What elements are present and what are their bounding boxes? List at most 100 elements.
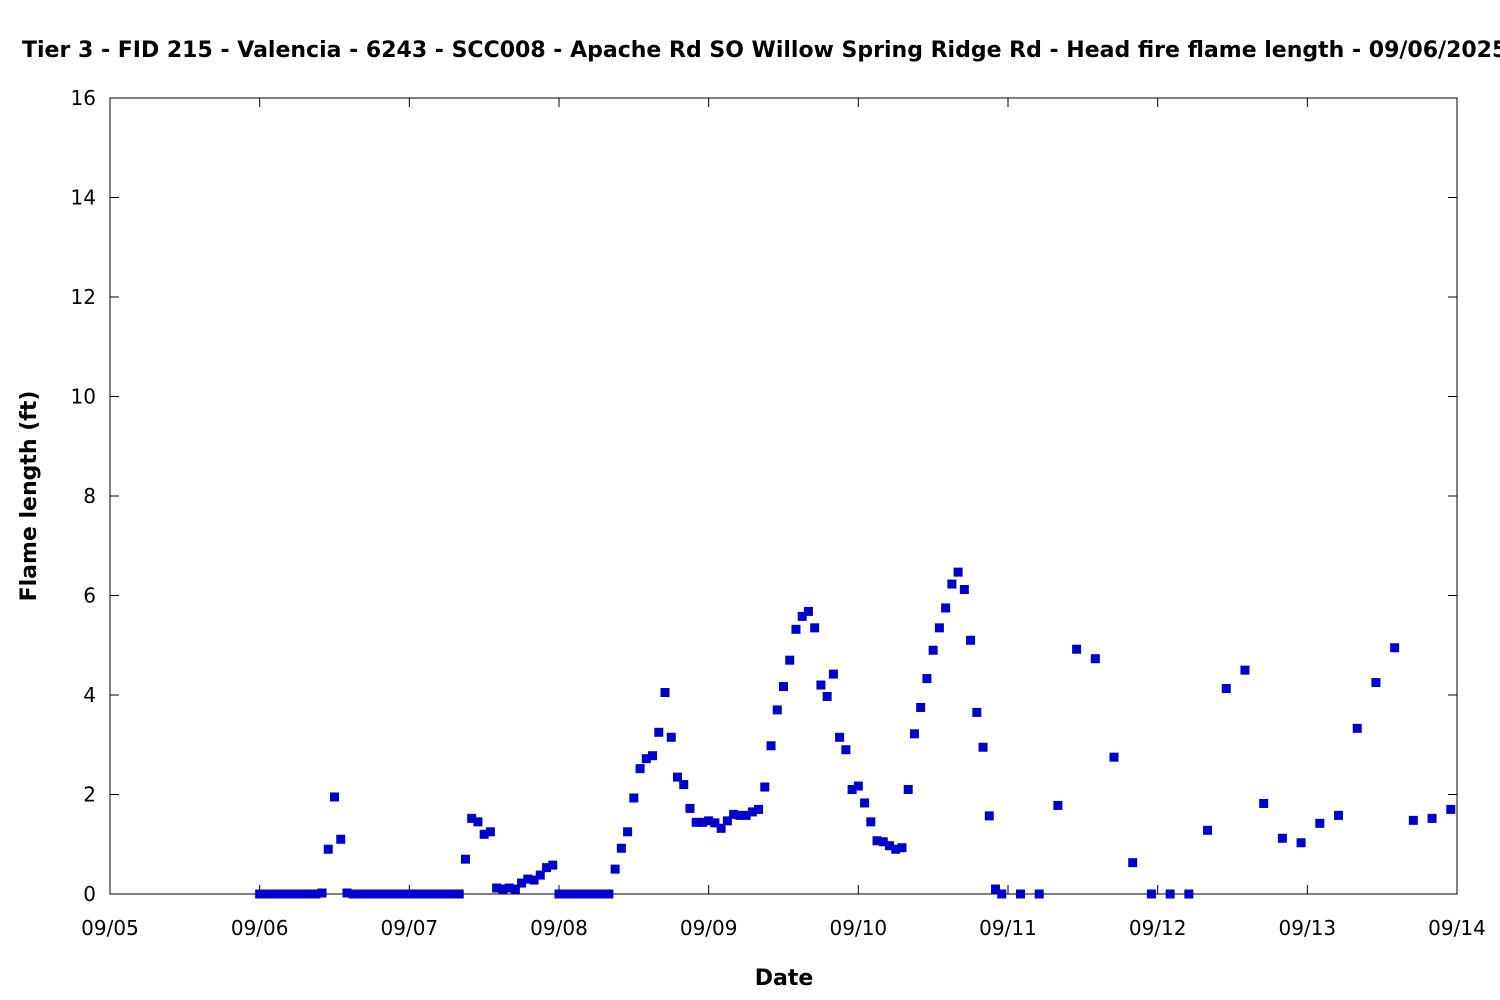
x-tick-label: 09/06 <box>231 916 289 940</box>
data-point <box>616 843 626 853</box>
data-point <box>909 729 919 739</box>
data-point <box>317 888 327 898</box>
data-point <box>336 834 346 844</box>
y-axis-label: Flame length (ft) <box>17 391 42 602</box>
data-point <box>1034 889 1044 899</box>
data-point <box>754 804 764 814</box>
data-point <box>354 889 364 899</box>
data-point <box>542 863 552 873</box>
data-point <box>273 889 283 899</box>
data-point <box>841 745 851 755</box>
data-point <box>966 635 976 645</box>
data-point <box>785 655 795 665</box>
data-point <box>330 792 339 802</box>
data-point <box>379 889 389 899</box>
data-point <box>361 889 371 899</box>
data-point <box>1221 684 1231 694</box>
data-point <box>735 810 745 820</box>
data-point <box>411 889 421 899</box>
data-point <box>492 883 502 893</box>
data-point <box>548 860 558 870</box>
data-point <box>579 889 589 899</box>
data-point <box>398 889 408 899</box>
data-point <box>292 889 302 899</box>
data-point <box>442 889 452 899</box>
data-point <box>635 764 645 774</box>
data-point <box>648 751 658 761</box>
x-tick-label: 09/12 <box>1129 916 1187 940</box>
data-point <box>1390 643 1400 653</box>
data-point <box>1446 804 1456 814</box>
data-point <box>722 816 732 826</box>
data-point <box>747 807 757 817</box>
data-point <box>560 889 570 899</box>
data-point <box>404 889 414 899</box>
y-tick-label: 14 <box>71 186 96 210</box>
data-point <box>1128 858 1138 868</box>
x-tick-label: 09/11 <box>979 916 1037 940</box>
data-point <box>797 611 807 621</box>
data-point <box>891 844 901 854</box>
data-point <box>392 889 402 899</box>
data-point <box>704 816 714 826</box>
y-tick-label: 12 <box>71 285 96 309</box>
data-point <box>498 884 508 894</box>
data-point <box>454 889 464 899</box>
data-point <box>510 884 520 894</box>
data-point <box>878 837 888 847</box>
data-point <box>261 889 271 899</box>
data-point <box>305 889 315 899</box>
y-tick-label: 4 <box>83 683 96 707</box>
x-tick-label: 09/07 <box>381 916 439 940</box>
data-point <box>978 742 988 752</box>
data-points <box>255 567 1456 899</box>
data-point <box>928 645 938 655</box>
data-point <box>386 889 396 899</box>
data-point <box>479 829 489 839</box>
x-axis-label: Date <box>755 966 814 991</box>
data-point <box>872 836 882 846</box>
data-point <box>916 702 926 712</box>
data-point <box>691 817 701 827</box>
data-point <box>679 780 689 790</box>
x-tick-label: 09/10 <box>830 916 888 940</box>
data-point <box>1296 838 1306 848</box>
data-point <box>573 889 583 899</box>
data-point <box>460 854 470 864</box>
data-point <box>1109 752 1119 762</box>
data-point <box>298 889 308 899</box>
data-point <box>467 813 477 823</box>
data-point <box>772 705 782 715</box>
data-point <box>255 889 265 899</box>
data-point <box>429 889 439 899</box>
data-point <box>903 785 913 795</box>
data-point <box>373 889 383 899</box>
data-point <box>947 579 957 589</box>
x-tick-label: 09/13 <box>1279 916 1337 940</box>
data-point <box>822 691 832 701</box>
data-point <box>685 803 695 813</box>
data-point <box>1315 818 1325 828</box>
data-point <box>623 827 633 837</box>
data-point <box>791 624 801 634</box>
data-point <box>816 680 826 690</box>
data-point <box>672 772 682 782</box>
data-point <box>803 606 813 616</box>
y-tick-label: 8 <box>83 484 96 508</box>
x-tick-label: 09/08 <box>530 916 588 940</box>
y-tick-label: 6 <box>83 584 96 608</box>
data-point <box>423 889 433 899</box>
data-point <box>311 889 321 899</box>
data-point <box>1053 800 1063 810</box>
data-point <box>1165 889 1175 899</box>
data-point <box>710 818 720 828</box>
data-point <box>610 864 620 874</box>
x-tick-label: 09/05 <box>81 916 139 940</box>
data-point <box>1352 723 1362 733</box>
data-point <box>741 810 751 820</box>
data-point <box>922 674 932 684</box>
data-point <box>485 827 495 837</box>
data-point <box>984 811 994 821</box>
